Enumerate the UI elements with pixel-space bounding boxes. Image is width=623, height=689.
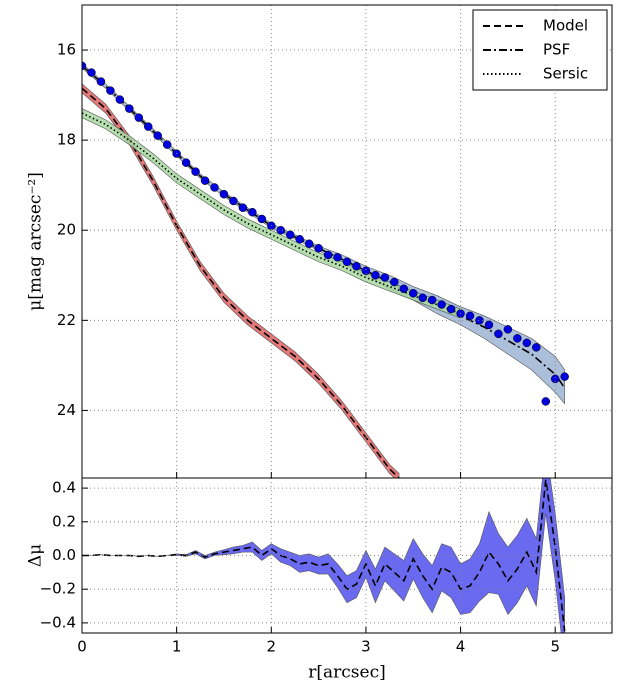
data-point <box>437 300 446 309</box>
data-point <box>418 293 427 303</box>
y-tick-label: 0.2 <box>52 512 76 530</box>
data-point <box>380 273 390 282</box>
data-point <box>371 271 380 280</box>
axes-frame <box>81 477 613 634</box>
x-axis-label: r[arcsec] <box>308 663 385 683</box>
band <box>82 63 565 405</box>
plot-area <box>82 61 569 478</box>
data-point <box>191 167 200 176</box>
data-point <box>210 183 219 192</box>
data-point <box>503 325 513 334</box>
data-point <box>333 253 342 262</box>
x-tick-label: 2 <box>267 638 277 656</box>
data-point <box>276 225 285 235</box>
y-tick-label: 22 <box>57 311 76 329</box>
data-point <box>229 196 238 206</box>
data-point <box>314 244 323 253</box>
x-tick-label: 3 <box>361 638 371 656</box>
data-point <box>541 397 550 406</box>
data-point <box>475 316 484 325</box>
data-point <box>144 122 153 131</box>
data-point <box>295 234 304 244</box>
data-point <box>409 289 418 298</box>
data-point <box>361 266 371 276</box>
data-point <box>550 374 560 384</box>
data-point <box>427 295 437 305</box>
x-tick-label: 1 <box>172 638 182 656</box>
y-tick-label: 16 <box>57 41 76 59</box>
data-point <box>532 343 541 352</box>
data-point <box>323 250 333 260</box>
y-tick-label: 18 <box>57 131 76 149</box>
y-tick-label: −0.4 <box>40 613 76 631</box>
data-point <box>115 95 125 104</box>
data-point <box>106 86 115 95</box>
data-point <box>82 61 87 71</box>
legend-label: Model <box>543 17 588 35</box>
data-point <box>96 77 106 86</box>
y-tick-label: 24 <box>57 401 76 419</box>
data-point <box>285 230 295 239</box>
x-tick-label: 5 <box>550 638 560 656</box>
data-point <box>352 262 361 271</box>
data-point <box>200 176 210 185</box>
data-point <box>162 140 172 149</box>
legend-label: Sersic <box>543 65 588 83</box>
data-point <box>238 203 248 212</box>
legend-label: PSF <box>543 41 570 59</box>
data-point <box>446 304 456 314</box>
data-point <box>153 131 162 140</box>
data-point <box>342 257 352 267</box>
data-point <box>494 329 503 339</box>
data-point <box>248 207 257 217</box>
y-tick-label: 20 <box>57 221 76 239</box>
line <box>82 87 400 478</box>
data-point <box>390 277 399 287</box>
data-point <box>87 68 96 77</box>
data-point <box>399 284 409 294</box>
error-band <box>82 478 565 633</box>
data-point <box>560 372 569 381</box>
data-point <box>257 214 267 224</box>
y-tick-label: −0.2 <box>40 580 76 598</box>
x-tick-label: 0 <box>77 638 87 656</box>
y-axis-label: μ[mag arcsec⁻²] <box>26 172 46 311</box>
data-point <box>522 338 532 348</box>
y-tick-label: 0.0 <box>52 546 76 564</box>
data-point <box>484 320 494 330</box>
data-point <box>304 239 314 249</box>
data-point <box>219 189 229 199</box>
y-axis-label: Δμ <box>26 544 46 567</box>
x-tick-label: 4 <box>456 638 466 656</box>
data-point <box>513 334 522 343</box>
data-point <box>134 113 144 122</box>
data-point <box>465 311 475 321</box>
data-point <box>181 158 191 167</box>
y-tick-label: 0.4 <box>52 479 76 497</box>
data-point <box>125 104 134 113</box>
